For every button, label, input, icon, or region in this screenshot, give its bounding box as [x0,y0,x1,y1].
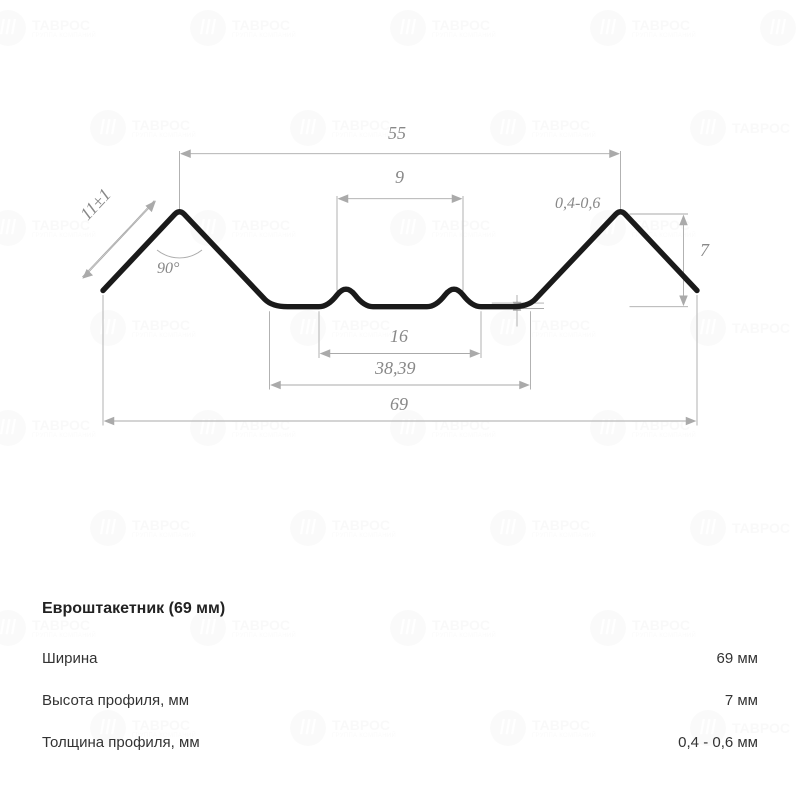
dim-height: 7 [700,240,709,261]
dim-small-bump: 9 [395,167,404,188]
info-value: 7 мм [725,692,758,709]
dim-mid-span: 38,39 [375,358,416,379]
info-row: Высота профиля, мм 7 мм [42,680,758,722]
info-label: Высота профиля, мм [42,692,189,709]
info-value: 0,4 - 0,6 мм [678,734,758,751]
info-label: Толщина профиля, мм [42,734,200,751]
info-row: Ширина 69 мм [42,638,758,680]
info-value: 69 мм [717,650,758,667]
dim-full-span: 69 [390,394,408,415]
dim-thickness: 0,4-0,6 [555,195,600,213]
dim-inner-span: 16 [390,326,408,347]
product-title: Евроштакетник (69 мм) [42,600,758,618]
info-label: Ширина [42,650,97,667]
info-section: Евроштакетник (69 мм) Ширина 69 мм Высот… [42,600,758,764]
info-row: Толщина профиля, мм 0,4 - 0,6 мм [42,722,758,764]
angle-label: 90° [157,260,179,278]
dim-top-span: 55 [388,123,406,144]
technical-diagram: 55 11±1 9 0,4-0,6 7 16 38,39 69 90° [40,60,760,440]
profile-svg [40,60,760,440]
